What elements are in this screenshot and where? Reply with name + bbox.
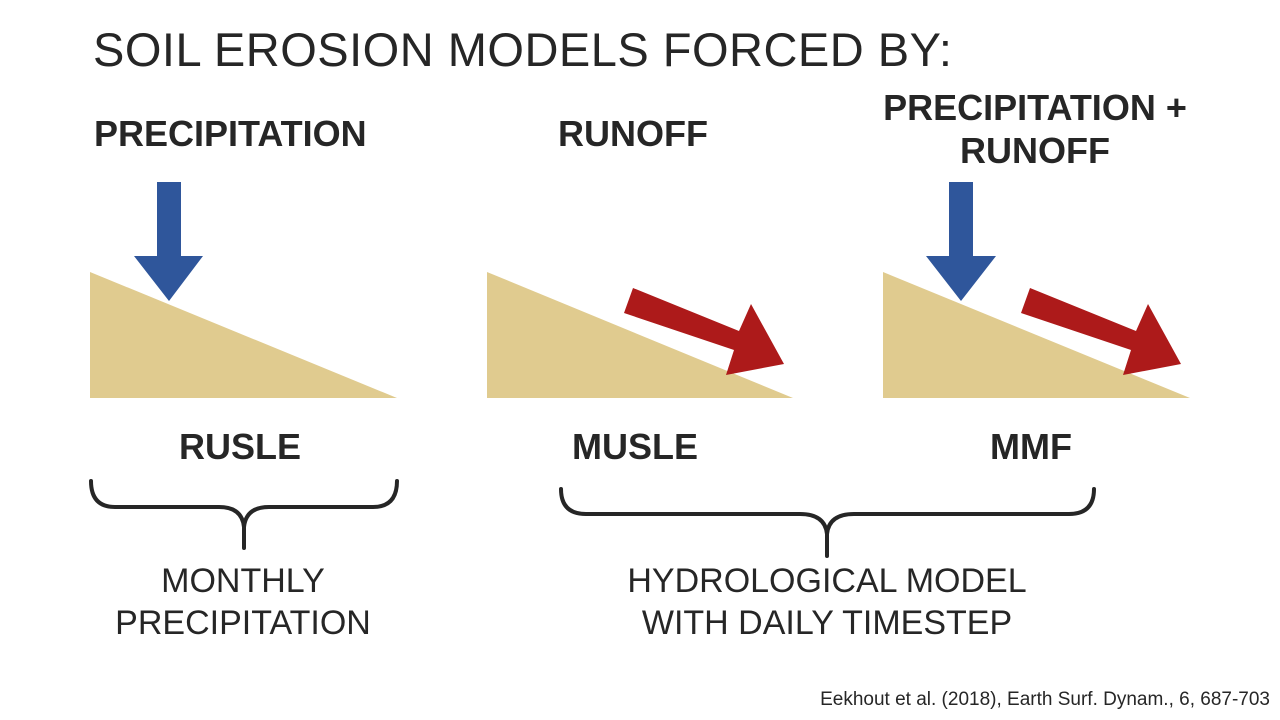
input-hydro-line1: HYDROLOGICAL MODEL bbox=[627, 562, 1027, 600]
precipitation-arrow-icon bbox=[134, 182, 203, 301]
brace-rusle bbox=[89, 479, 399, 550]
label-precipitation-runoff: PRECIPITATION + RUNOFF bbox=[872, 86, 1198, 172]
input-monthly-line1: MONTHLY bbox=[161, 562, 325, 600]
input-hydrological-model: HYDROLOGICAL MODEL WITH DAILY TIMESTEP bbox=[587, 560, 1067, 644]
label-precipitation-runoff-line2: RUNOFF bbox=[960, 130, 1110, 171]
slope-rusle bbox=[90, 272, 397, 398]
citation: Eekhout et al. (2018), Earth Surf. Dynam… bbox=[820, 689, 1270, 710]
precipitation-arrow-icon bbox=[926, 182, 996, 301]
slope-mmf bbox=[883, 272, 1190, 398]
input-hydro-line2: WITH DAILY TIMESTEP bbox=[641, 604, 1013, 642]
label-runoff: RUNOFF bbox=[558, 113, 708, 154]
input-monthly-precipitation: MONTHLY PRECIPITATION bbox=[83, 560, 403, 644]
model-rusle: RUSLE bbox=[179, 426, 302, 467]
runoff-arrow-icon bbox=[1021, 288, 1181, 375]
slide-title: SOIL EROSION MODELS FORCED BY: bbox=[93, 23, 953, 76]
label-precipitation: PRECIPITATION bbox=[94, 113, 367, 154]
label-precipitation-runoff-line1: PRECIPITATION + bbox=[883, 87, 1187, 128]
model-mmf: MMF bbox=[990, 426, 1072, 467]
model-musle: MUSLE bbox=[572, 426, 698, 467]
slope-musle bbox=[487, 272, 793, 398]
runoff-arrow-icon bbox=[624, 288, 784, 375]
brace-hydrological bbox=[559, 487, 1096, 558]
input-monthly-line2: PRECIPITATION bbox=[115, 604, 371, 642]
